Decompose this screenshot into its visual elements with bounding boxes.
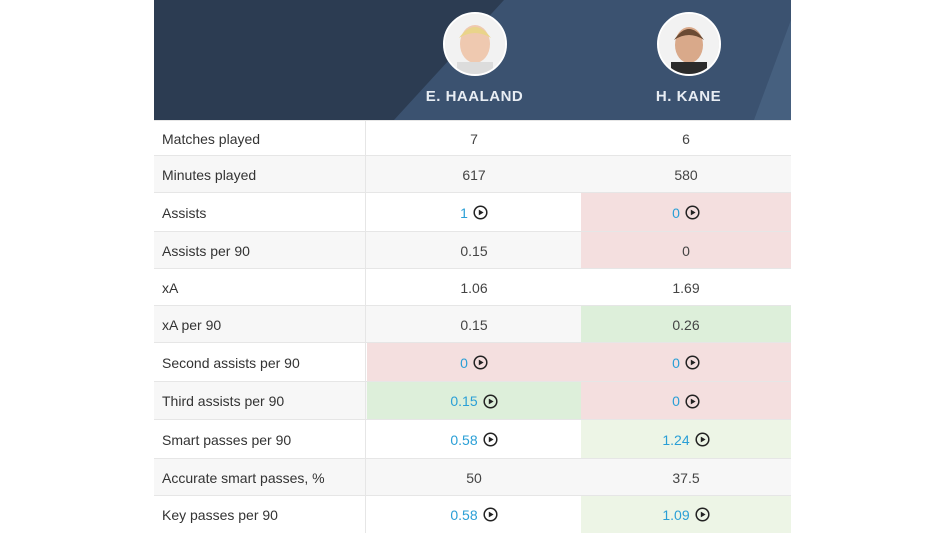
stat-value: 6	[682, 130, 690, 147]
stat-value: 0	[682, 242, 690, 259]
stat-link[interactable]: 0	[672, 393, 680, 409]
stat-cell: 1.09	[581, 496, 791, 533]
stat-cell: 37.5	[581, 459, 791, 496]
stat-value: 0.15	[460, 316, 488, 333]
stat-cell: 0.15	[367, 232, 581, 269]
stat-value: 37.5	[672, 469, 700, 486]
row-label: Minutes played	[154, 156, 366, 193]
stat-link[interactable]: 0	[460, 354, 468, 371]
row-label: Smart passes per 90	[154, 420, 366, 459]
stat-value: 50	[466, 469, 482, 486]
video-icon[interactable]	[695, 432, 710, 447]
stat-link[interactable]: 0	[672, 204, 680, 221]
player-name: E. HAALAND	[425, 88, 524, 105]
video-icon[interactable]	[685, 355, 700, 370]
stat-link[interactable]: 1.24	[662, 431, 690, 448]
stat-link[interactable]: 0.15	[450, 393, 478, 409]
stat-cell: 1.69	[581, 269, 791, 306]
video-icon[interactable]	[685, 205, 700, 220]
row-label: Third assists per 90	[154, 382, 366, 420]
table-row: Third assists per 90 0.15 0	[154, 381, 791, 420]
stat-cell: 0.26	[581, 306, 791, 343]
row-label: Accurate smart passes, %	[154, 459, 366, 496]
row-label: Matches played	[154, 121, 366, 156]
table-row: Minutes played 617 580	[154, 155, 791, 193]
player: H. KANE	[581, 0, 791, 120]
video-icon[interactable]	[483, 432, 498, 447]
stat-link[interactable]: 0.58	[450, 506, 478, 523]
stat-value: 580	[674, 166, 698, 183]
player-name: H. KANE	[655, 88, 722, 105]
video-icon[interactable]	[685, 393, 700, 409]
row-label: xA per 90	[154, 306, 366, 343]
stat-value: 0.15	[460, 242, 488, 259]
stat-cell: 0.58	[367, 420, 581, 459]
comparison: E. HAALAND H. KANE Matches played 7 6 Minut…	[154, 0, 791, 533]
stat-value: 0.26	[672, 316, 700, 333]
stat-link[interactable]: 0	[672, 354, 680, 371]
table-row: Assists per 90 0.15 0	[154, 231, 791, 269]
row-label: Assists per 90	[154, 232, 366, 269]
table-row: Smart passes per 90 0.58 1.24	[154, 419, 791, 459]
table-row: xA per 90 0.15 0.26	[154, 305, 791, 343]
row-label: Key passes per 90	[154, 496, 366, 533]
video-icon[interactable]	[473, 355, 488, 370]
player: E. HAALAND	[367, 0, 582, 120]
row-label: Assists	[154, 193, 366, 232]
video-icon[interactable]	[473, 205, 488, 220]
stat-value: 1.69	[672, 279, 700, 296]
stat-cell: 0	[581, 343, 791, 382]
stat-link[interactable]: 1	[460, 204, 468, 221]
stat-cell: 0	[581, 193, 791, 232]
stat-cell: 0	[581, 382, 791, 420]
avatar	[657, 12, 721, 76]
stat-link[interactable]: 0.58	[450, 431, 478, 448]
header: E. HAALAND H. KANE	[154, 0, 791, 120]
stat-cell: 0.15	[367, 382, 581, 420]
video-icon[interactable]	[483, 507, 498, 522]
stat-cell: 6	[581, 121, 791, 156]
table-row: Matches played 7 6	[154, 120, 791, 156]
stat-cell: 580	[581, 156, 791, 193]
stat-cell: 0.58	[367, 496, 581, 533]
stat-cell: 0	[367, 343, 581, 382]
stat-value: 7	[470, 130, 478, 147]
stat-value: 617	[462, 166, 486, 183]
stat-cell: 7	[367, 121, 581, 156]
stat-value: 1.06	[460, 279, 488, 296]
stat-cell: 1	[367, 193, 581, 232]
table-row: xA 1.06 1.69	[154, 268, 791, 306]
stat-cell: 50	[367, 459, 581, 496]
row-label: xA	[154, 269, 366, 306]
stat-link[interactable]: 1.09	[662, 506, 690, 523]
stat-cell: 0.15	[367, 306, 581, 343]
stat-cell: 1.06	[367, 269, 581, 306]
video-icon[interactable]	[695, 507, 710, 522]
table-row: Key passes per 90 0.58 1.09	[154, 495, 791, 533]
table-row: Accurate smart passes, % 50 37.5	[154, 458, 791, 496]
table-row: Assists 1 0	[154, 192, 791, 232]
video-icon[interactable]	[483, 393, 498, 409]
table-row: Second assists per 90 0 0	[154, 342, 791, 382]
stat-cell: 617	[367, 156, 581, 193]
avatar	[443, 12, 507, 76]
row-label: Second assists per 90	[154, 343, 366, 382]
stat-cell: 1.24	[581, 420, 791, 459]
stat-cell: 0	[581, 232, 791, 269]
